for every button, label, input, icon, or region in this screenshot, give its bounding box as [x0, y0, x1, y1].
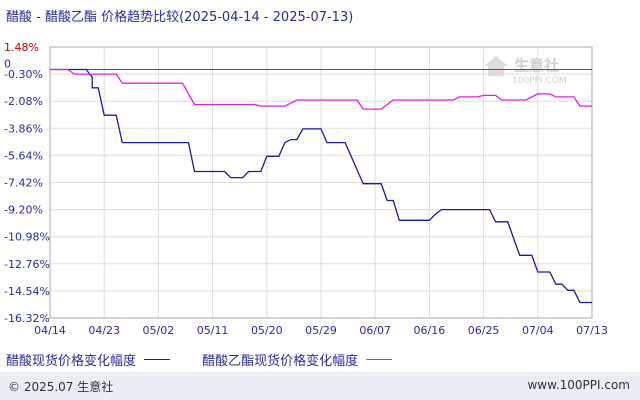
x-tick-label: 05/29: [305, 324, 337, 337]
x-tick-label: 05/11: [197, 324, 229, 337]
y-tick-label: -16.32%: [4, 312, 50, 325]
x-tick-label: 07/04: [522, 324, 554, 337]
legend-swatch-ethyl-acetate: [366, 359, 393, 360]
y-tick-label: -7.42%: [4, 177, 43, 190]
x-tick-label: 04/14: [34, 324, 66, 337]
tick-labels: 1.48% -0.30% -2.08% -3.86% -5.64% -7.42% -9.20…: [4, 41, 608, 337]
footer-bar: [0, 372, 640, 400]
y-tick-label: -5.64%: [4, 149, 43, 162]
y-tick-label: 1.48%: [4, 41, 39, 54]
x-tick-label: 06/07: [359, 324, 391, 337]
zero-label: 0: [4, 58, 11, 71]
y-tick-label: -12.76%: [4, 258, 50, 271]
watermark-url: 100PPI.COM: [512, 76, 567, 86]
x-tick-label: 06/16: [414, 324, 446, 337]
legend-label-ethyl-acetate: 醋酸乙酯现货价格变化幅度: [202, 354, 359, 369]
line-chart: 1.48% -0.30% -2.08% -3.86% -5.64% -7.42% -9.20…: [4, 41, 608, 337]
chart-title: 醋酸 - 醋酸乙酯 价格趋势比较(2025-04-14 - 2025-07-13…: [6, 10, 354, 25]
x-tick-label: 05/02: [143, 324, 175, 337]
axes: [49, 46, 593, 319]
x-tick-label: 04/23: [88, 324, 120, 337]
series-line-acetic-acid: [50, 68, 592, 304]
legend-swatch-acetic-acid: [144, 359, 171, 360]
house-logo-icon: [484, 56, 508, 76]
grid: [49, 46, 593, 319]
y-tick-label: -9.20%: [4, 204, 43, 217]
legend-label-acetic-acid: 醋酸现货价格变化幅度: [6, 354, 137, 369]
footer-copyright: © 2025.07 生意社: [8, 380, 114, 394]
y-tick-label: -3.86%: [4, 122, 43, 135]
legend: 醋酸现货价格变化幅度 醋酸乙酯现货价格变化幅度: [6, 350, 420, 369]
plot-border: [49, 46, 593, 319]
legend-item-ethyl-acetate: 醋酸乙酯现货价格变化幅度: [202, 350, 393, 369]
x-tick-label: 06/25: [468, 324, 500, 337]
y-tick-label: -2.08%: [4, 95, 43, 108]
x-tick-label: 07/13: [576, 324, 608, 337]
y-tick-label: -10.98%: [4, 231, 50, 244]
series-lines: [50, 68, 592, 304]
series-line-ethyl-acetate: [50, 68, 592, 110]
legend-item-acetic-acid: 醋酸现货价格变化幅度: [6, 350, 171, 369]
y-tick-label: -14.54%: [4, 285, 50, 298]
footer-site-link[interactable]: www.100PPI.com: [527, 378, 630, 392]
y-tick-label: -0.30%: [4, 68, 43, 81]
x-tick-label: 05/20: [251, 324, 283, 337]
